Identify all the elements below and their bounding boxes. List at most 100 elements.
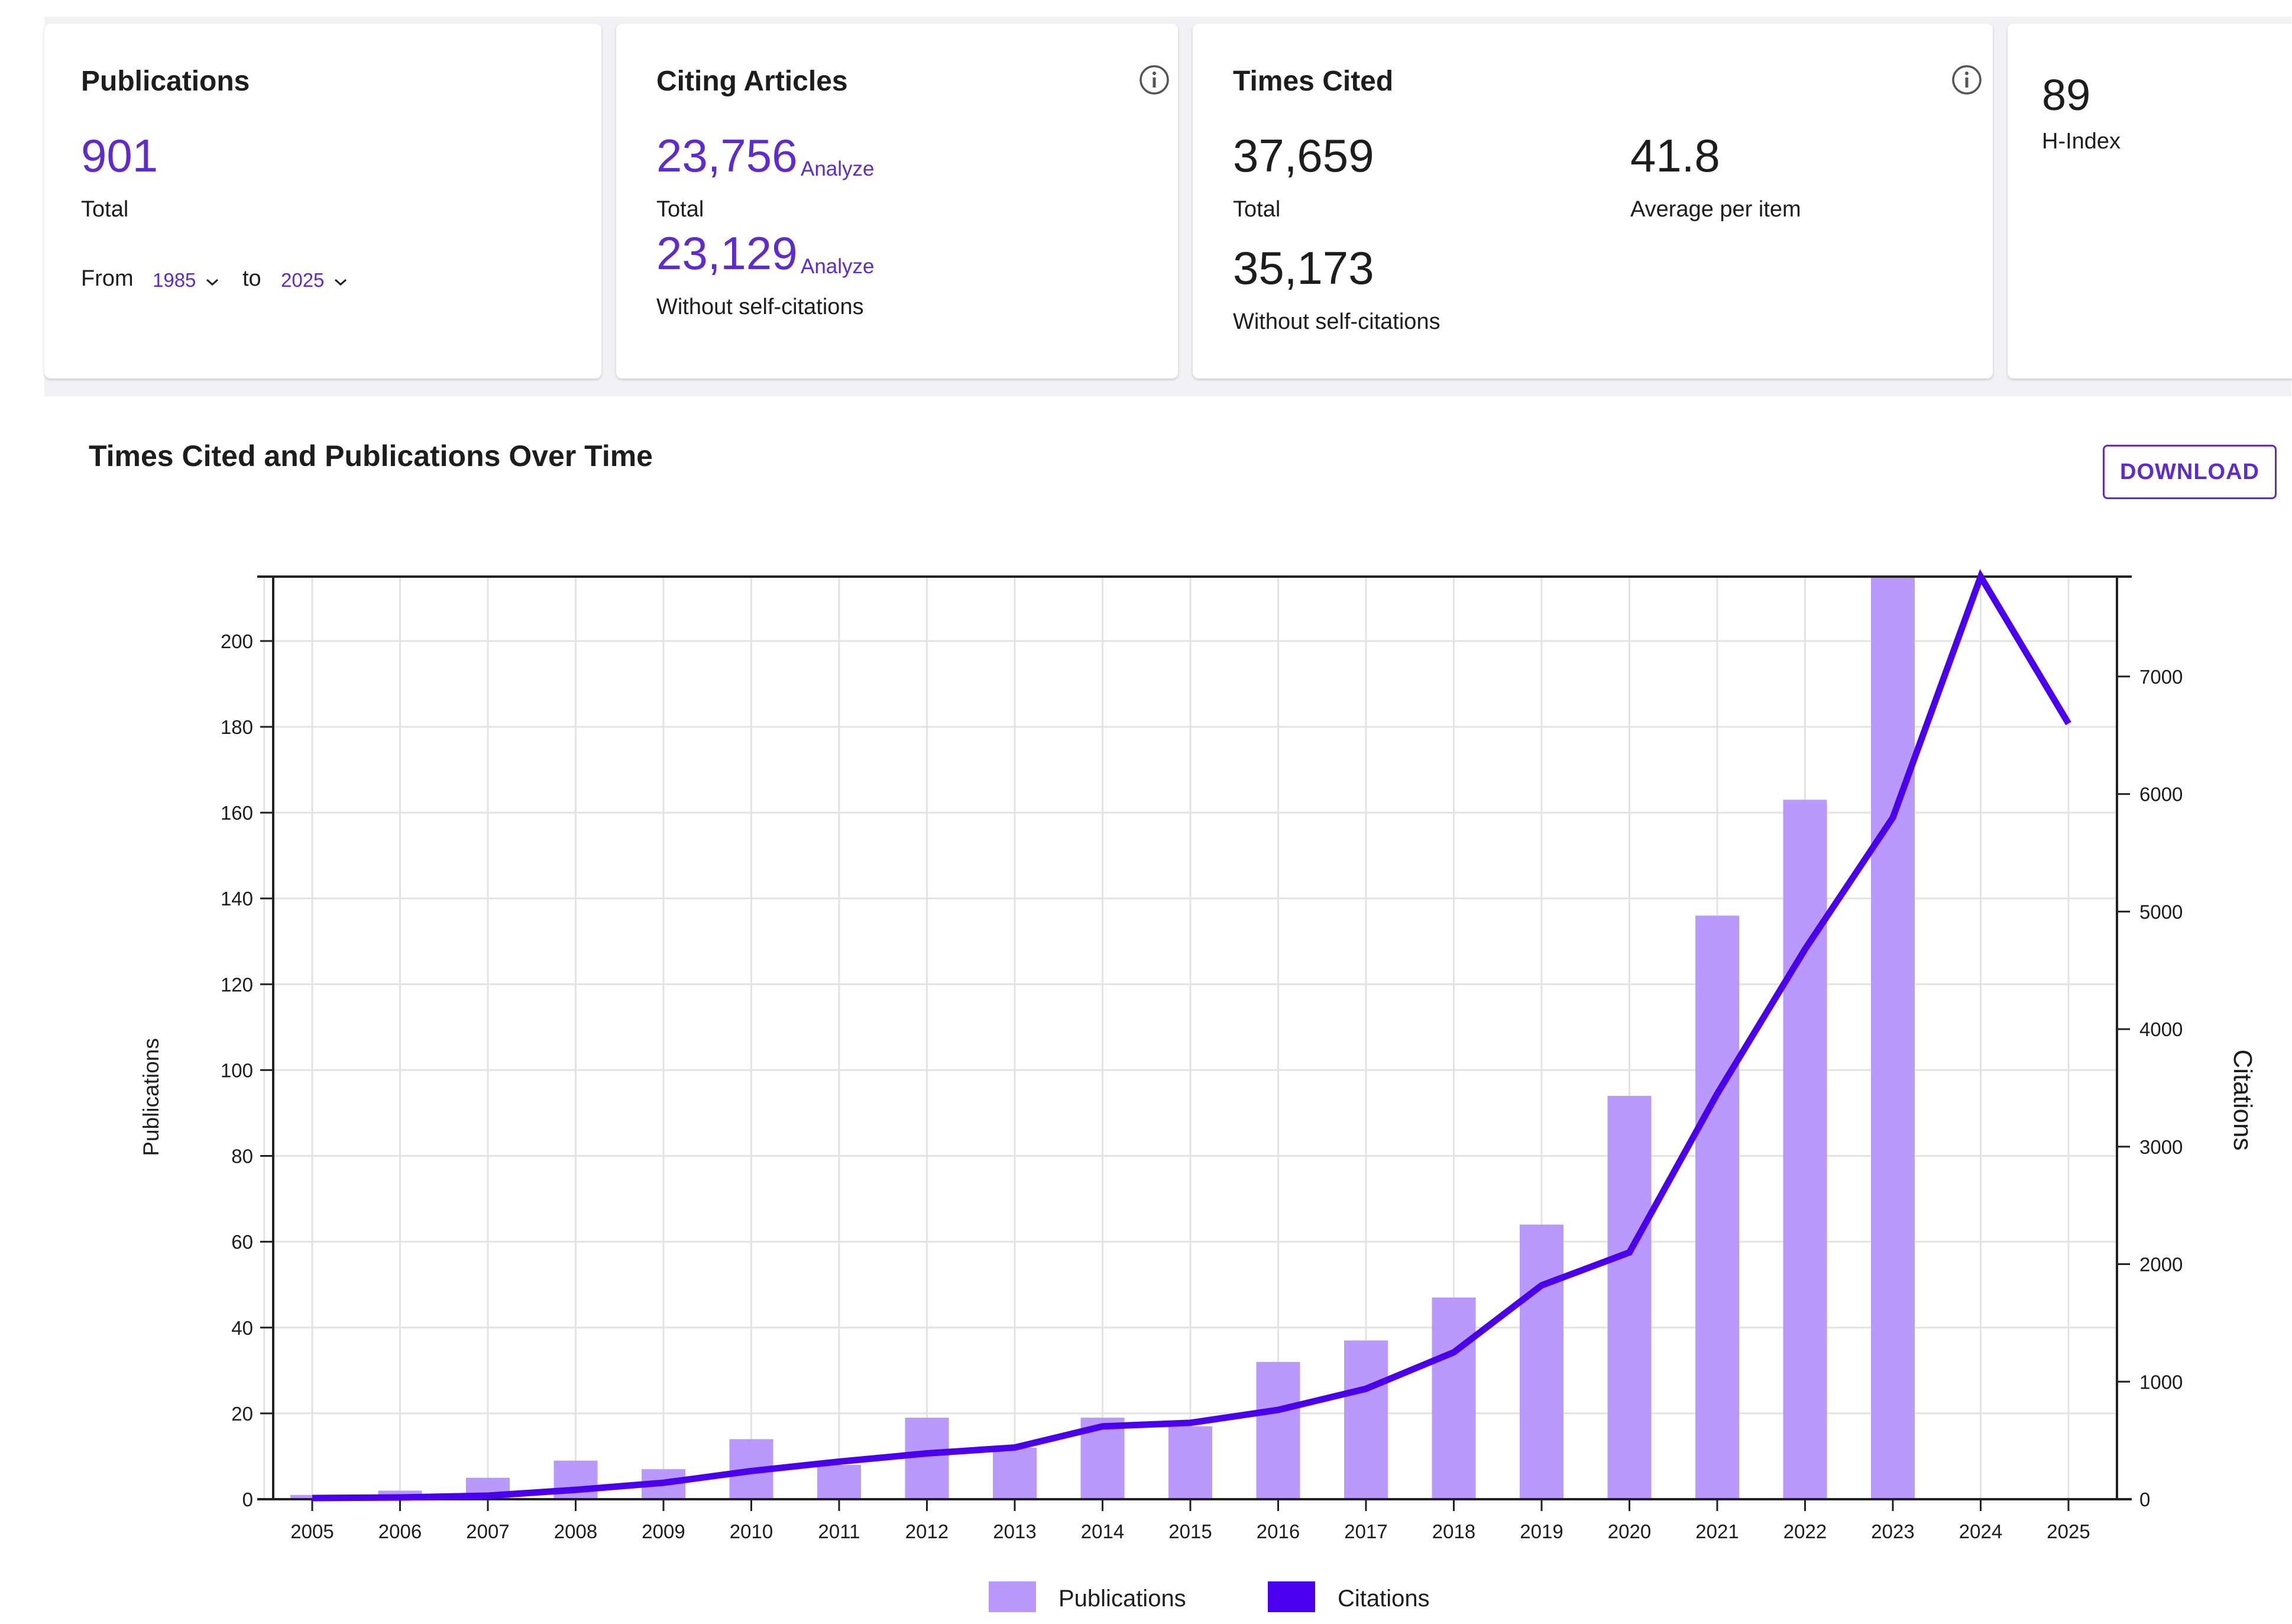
right-axis-tick-label: 2000 <box>2139 1254 2183 1276</box>
citing-articles-total-value: 23,756 <box>656 130 798 182</box>
times-cited-total-label: Total <box>1233 197 1281 222</box>
right-axis-tick-label: 4000 <box>2139 1018 2183 1040</box>
to-year-value: 2025 <box>281 269 325 291</box>
publication-bar <box>642 1469 685 1499</box>
publication-bar <box>1695 915 1739 1499</box>
publication-bar <box>553 1460 598 1499</box>
citing-articles-without-self-label: Without self-citations <box>656 295 864 319</box>
publication-bar <box>729 1439 773 1499</box>
x-axis-tick-label: 2015 <box>1168 1521 1212 1542</box>
citing-articles-card: Citing Articles 23,756 Analyze Total 23,… <box>616 24 1178 378</box>
publication-bar <box>1607 1095 1652 1499</box>
publication-bar <box>1344 1340 1388 1499</box>
h-index-value: 89 <box>2042 70 2091 119</box>
legend-publications-label: Publications <box>1058 1586 1186 1612</box>
publication-bar <box>1783 800 1827 1499</box>
times-cited-without-self-label: Without self-citations <box>1233 309 1440 334</box>
h-index-card: 89 H-Index <box>2008 24 2292 378</box>
chevron-down-icon <box>334 279 347 286</box>
x-axis-tick-label: 2017 <box>1344 1521 1387 1542</box>
citing-articles-without-self-value: 23,129 <box>656 227 798 279</box>
publications-title: Publications <box>81 66 250 97</box>
x-axis-tick-label: 2018 <box>1432 1521 1475 1542</box>
right-axis-tick-label: 5000 <box>2139 901 2183 923</box>
download-button[interactable]: DOWNLOAD <box>2103 445 2277 499</box>
publication-bar <box>1168 1426 1212 1499</box>
x-axis-tick-label: 2024 <box>1959 1521 2002 1542</box>
analyze-citing-link[interactable]: Analyze <box>801 157 875 180</box>
average-per-item-value: 41.8 <box>1630 130 1720 182</box>
left-axis-tick-label: 200 <box>221 630 253 652</box>
x-axis-tick-label: 2021 <box>1695 1521 1739 1542</box>
publication-bar <box>1432 1297 1476 1499</box>
from-year-select[interactable]: 1985 <box>153 269 219 292</box>
x-axis-tick-label: 2025 <box>2047 1521 2090 1542</box>
x-axis-tick-label: 2011 <box>818 1521 860 1542</box>
left-axis-tick-label: 80 <box>231 1146 253 1167</box>
info-icon[interactable] <box>1138 64 1170 96</box>
left-axis-tick-label: 180 <box>221 716 253 738</box>
publication-bar <box>905 1418 949 1499</box>
right-axis-tick-label: 6000 <box>2139 784 2183 805</box>
h-index-label: H-Index <box>2042 129 2121 154</box>
x-axis-tick-label: 2008 <box>554 1521 597 1542</box>
citations-line <box>312 569 2071 1502</box>
right-axis-tick-label: 7000 <box>2139 666 2183 688</box>
publication-bar <box>1080 1418 1125 1499</box>
chevron-down-icon <box>206 279 218 286</box>
publication-bar <box>466 1477 510 1499</box>
citing-articles-title: Citing Articles <box>656 66 848 97</box>
left-axis-tick-label: 160 <box>221 802 253 824</box>
publications-total-value: 901 <box>81 130 158 182</box>
to-year-select[interactable]: 2025 <box>281 269 348 292</box>
legend-citations-swatch <box>1268 1581 1315 1612</box>
left-axis-title: Publications <box>139 1038 163 1156</box>
x-axis-tick-label: 2014 <box>1081 1521 1124 1542</box>
chart-section-title: Times Cited and Publications Over Time <box>89 439 653 473</box>
times-cited-total-value: 37,659 <box>1233 130 1374 182</box>
left-axis-tick-label: 40 <box>231 1317 253 1339</box>
publication-bar <box>993 1447 1037 1499</box>
times-cited-title: Times Cited <box>1233 66 1394 97</box>
times-cited-card: Times Cited 37,659 Total 41.8 Average pe… <box>1193 24 1993 378</box>
x-axis-tick-label: 2019 <box>1520 1521 1563 1542</box>
publication-bar <box>1520 1224 1563 1499</box>
right-axis-tick-label: 1000 <box>2139 1371 2183 1393</box>
left-axis-tick-label: 60 <box>231 1231 253 1253</box>
from-year-value: 1985 <box>153 269 196 291</box>
x-axis-tick-label: 2016 <box>1257 1521 1300 1542</box>
to-label: to <box>242 266 261 291</box>
left-axis-tick-label: 120 <box>221 973 253 995</box>
right-axis-tick-label: 3000 <box>2139 1136 2183 1158</box>
left-axis-tick-label: 0 <box>242 1489 253 1510</box>
x-axis-tick-label: 2005 <box>290 1521 334 1542</box>
from-label: From <box>81 266 134 291</box>
left-axis-tick-label: 140 <box>221 888 253 910</box>
right-axis-title: Citations <box>2228 1049 2257 1150</box>
publications-card: Publications 901 Total From 1985 to 2025 <box>44 24 601 378</box>
publication-bar <box>290 1494 334 1499</box>
citing-articles-total-label: Total <box>656 197 704 222</box>
x-axis-tick-label: 2006 <box>378 1521 422 1542</box>
left-axis-tick-label: 20 <box>231 1403 253 1425</box>
publication-bar <box>378 1490 422 1499</box>
left-axis-tick-label: 100 <box>221 1059 253 1081</box>
x-axis-tick-label: 2023 <box>1871 1521 1914 1542</box>
publications-total-label: Total <box>81 197 129 222</box>
times-cited-without-self-value: 35,173 <box>1233 242 1374 294</box>
publication-bar <box>817 1464 861 1499</box>
legend-publications-swatch <box>989 1581 1036 1612</box>
info-icon[interactable] <box>1951 64 1983 96</box>
analyze-without-self-link[interactable]: Analyze <box>801 255 875 278</box>
legend-citations-label: Citations <box>1338 1586 1430 1612</box>
x-axis-tick-label: 2020 <box>1608 1521 1651 1542</box>
right-axis-tick-label: 0 <box>2139 1489 2150 1510</box>
x-axis-tick-label: 2022 <box>1783 1521 1827 1542</box>
publication-bar <box>1871 577 1915 1499</box>
x-axis-tick-label: 2009 <box>642 1521 685 1542</box>
x-axis-tick-label: 2013 <box>993 1521 1036 1542</box>
average-per-item-label: Average per item <box>1630 197 1801 222</box>
publication-bar <box>1256 1361 1300 1499</box>
x-axis-tick-label: 2007 <box>466 1521 509 1542</box>
x-axis-tick-label: 2010 <box>730 1521 773 1542</box>
